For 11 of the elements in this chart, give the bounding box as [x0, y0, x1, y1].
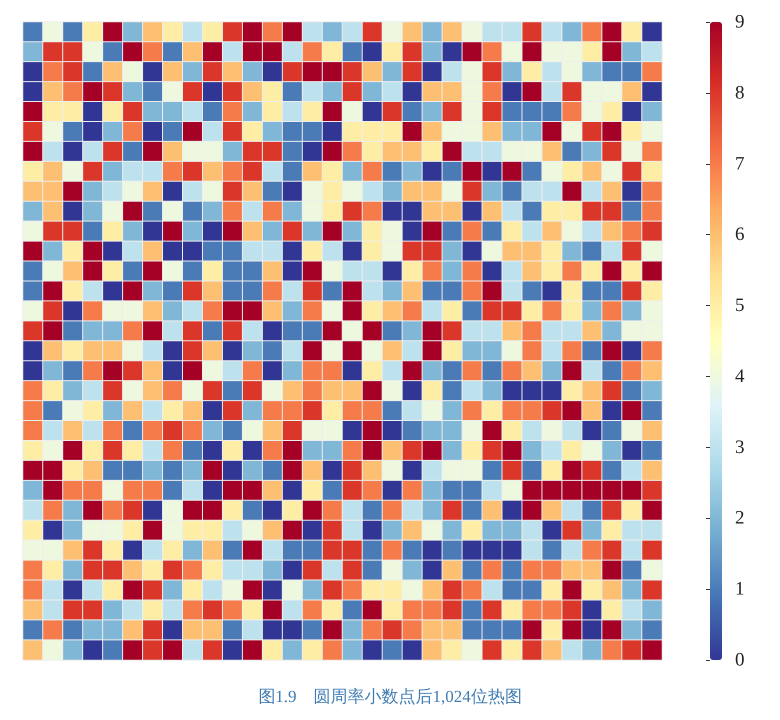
color-bar-label: 3: [735, 436, 744, 458]
color-bar-label: 8: [735, 82, 744, 104]
color-bar-label: 5: [735, 295, 744, 316]
color-bar-label: 6: [735, 224, 744, 246]
color-bar-label: 9: [735, 12, 744, 32]
color-bar-label: 2: [735, 508, 744, 529]
color-bar-label: 0: [735, 650, 744, 670]
color-bar-label: 4: [735, 366, 745, 387]
color-bar-label: 1: [735, 578, 744, 600]
caption: 图1.9 圆周率小数点后1,024位热图: [258, 687, 522, 706]
color-bar-label: 7: [735, 153, 744, 174]
